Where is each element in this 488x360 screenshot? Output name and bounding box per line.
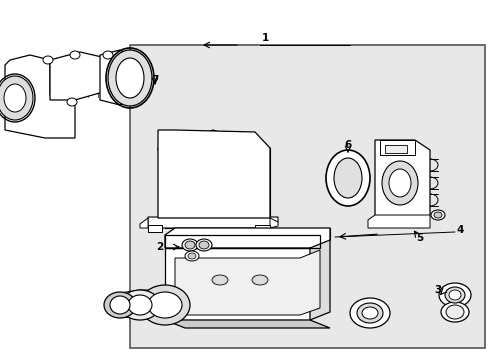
Text: 3: 3 — [433, 285, 441, 295]
Ellipse shape — [104, 292, 136, 318]
Ellipse shape — [103, 51, 113, 59]
Polygon shape — [269, 218, 278, 228]
Ellipse shape — [361, 307, 377, 319]
Polygon shape — [140, 218, 148, 228]
Text: 5: 5 — [415, 233, 423, 243]
Ellipse shape — [67, 98, 77, 106]
Ellipse shape — [212, 275, 227, 285]
Ellipse shape — [333, 158, 361, 198]
Ellipse shape — [140, 285, 190, 325]
Polygon shape — [164, 248, 309, 320]
Ellipse shape — [199, 241, 208, 249]
Ellipse shape — [187, 253, 196, 259]
Ellipse shape — [444, 287, 464, 303]
Ellipse shape — [430, 210, 444, 220]
Ellipse shape — [120, 290, 160, 320]
Bar — [164, 235, 319, 248]
Polygon shape — [148, 225, 162, 232]
Ellipse shape — [196, 239, 212, 251]
Polygon shape — [175, 250, 319, 315]
Polygon shape — [164, 320, 329, 328]
Polygon shape — [50, 52, 115, 100]
Text: 2: 2 — [156, 242, 163, 252]
Polygon shape — [164, 228, 329, 248]
Ellipse shape — [108, 50, 152, 106]
Ellipse shape — [182, 239, 198, 251]
Ellipse shape — [251, 275, 267, 285]
Bar — [384, 145, 406, 153]
Ellipse shape — [388, 169, 410, 197]
Polygon shape — [158, 130, 269, 218]
Ellipse shape — [356, 303, 382, 323]
Ellipse shape — [433, 212, 441, 218]
Polygon shape — [309, 240, 329, 320]
Bar — [130, 45, 484, 348]
Ellipse shape — [128, 295, 152, 315]
Polygon shape — [374, 140, 429, 225]
Polygon shape — [254, 225, 269, 232]
Ellipse shape — [148, 292, 182, 318]
Text: 1: 1 — [261, 33, 268, 43]
Ellipse shape — [4, 84, 26, 112]
Ellipse shape — [0, 76, 33, 120]
Ellipse shape — [448, 290, 460, 300]
Polygon shape — [379, 140, 414, 155]
Ellipse shape — [325, 150, 369, 206]
Ellipse shape — [349, 298, 389, 328]
Polygon shape — [148, 217, 278, 228]
Polygon shape — [5, 55, 75, 138]
Ellipse shape — [70, 51, 80, 59]
Ellipse shape — [110, 296, 130, 314]
Ellipse shape — [438, 283, 470, 307]
Polygon shape — [367, 215, 429, 228]
Text: 4: 4 — [455, 225, 463, 235]
Ellipse shape — [184, 251, 199, 261]
Ellipse shape — [381, 161, 417, 205]
Polygon shape — [140, 290, 164, 320]
Ellipse shape — [184, 241, 195, 249]
Ellipse shape — [445, 305, 463, 319]
Text: 6: 6 — [344, 140, 351, 150]
Ellipse shape — [43, 56, 53, 64]
Ellipse shape — [440, 302, 468, 322]
Polygon shape — [120, 290, 140, 318]
Text: 7: 7 — [151, 75, 159, 85]
Ellipse shape — [116, 58, 143, 98]
Polygon shape — [100, 50, 130, 105]
